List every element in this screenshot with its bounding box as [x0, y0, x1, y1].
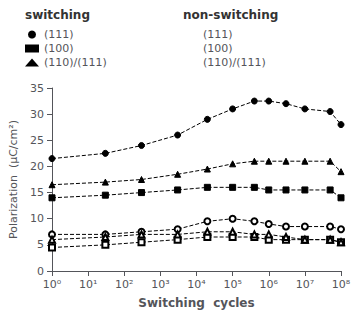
- svg-text:(100): (100): [203, 42, 233, 55]
- svg-text:10⁸: 10⁸: [332, 278, 351, 291]
- svg-text:10²: 10²: [115, 278, 133, 291]
- svg-text:10⁶: 10⁶: [260, 278, 279, 291]
- svg-text:0: 0: [37, 265, 44, 278]
- svg-text:10⁵: 10⁵: [223, 278, 241, 291]
- svg-text:non-switching: non-switching: [183, 8, 278, 22]
- svg-text:(110)/(111): (110)/(111): [203, 56, 266, 69]
- svg-text:Polarization (μC/cm²): Polarization (μC/cm²): [7, 120, 20, 239]
- svg-text:15: 15: [30, 186, 44, 199]
- svg-text:5: 5: [37, 238, 44, 251]
- svg-text:(100): (100): [44, 42, 74, 55]
- svg-text:30: 30: [30, 108, 44, 121]
- svg-text:10: 10: [30, 212, 44, 225]
- svg-text:10³: 10³: [151, 278, 169, 291]
- svg-text:25: 25: [30, 134, 44, 147]
- svg-text:10⁴: 10⁴: [187, 278, 206, 291]
- svg-text:35: 35: [30, 82, 44, 95]
- svg-text:Switching cycles: Switching cycles: [138, 296, 254, 310]
- svg-text:20: 20: [30, 160, 44, 173]
- svg-text:10¹: 10¹: [79, 278, 97, 291]
- svg-text:(111): (111): [203, 28, 233, 41]
- svg-text:(111): (111): [44, 28, 74, 41]
- svg-text:10⁷: 10⁷: [296, 278, 314, 291]
- svg-text:switching: switching: [25, 8, 90, 22]
- svg-text:(110)/(111): (110)/(111): [44, 56, 107, 69]
- svg-text:10⁰: 10⁰: [43, 278, 62, 291]
